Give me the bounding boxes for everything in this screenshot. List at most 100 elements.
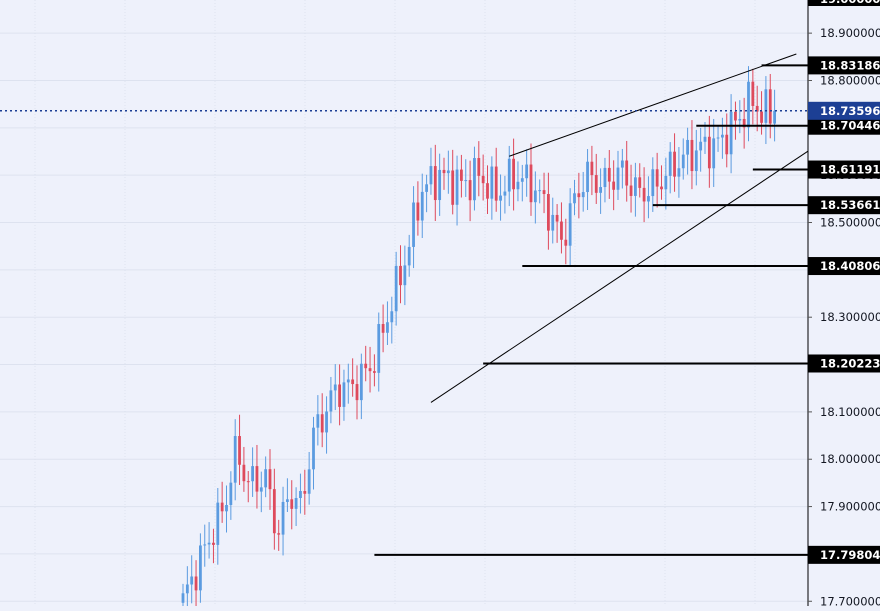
current-price-label: 18.735960 <box>820 104 880 118</box>
candle-down <box>460 169 463 181</box>
candle-up <box>516 181 520 190</box>
candle-up <box>499 195 502 201</box>
candle-up <box>307 469 311 494</box>
candle-down <box>212 542 215 545</box>
candle-down <box>638 177 642 188</box>
candle-up <box>342 382 346 407</box>
candle-up <box>721 134 724 138</box>
candle-down <box>238 436 241 465</box>
candle-down <box>734 111 737 121</box>
candle-down <box>481 175 485 184</box>
candle-down <box>768 89 772 124</box>
candle-up <box>507 158 511 192</box>
candle-up <box>281 501 285 535</box>
candle-down <box>303 491 307 494</box>
candle-up <box>664 175 668 190</box>
candle-down <box>629 185 633 196</box>
candle-up <box>425 184 428 192</box>
candle-down <box>725 134 729 155</box>
candle-up <box>473 158 476 201</box>
candle-up <box>185 584 189 594</box>
level-label-box <box>808 160 880 179</box>
candle-up <box>620 160 624 168</box>
y-tick-label: 18.300000 <box>820 310 880 324</box>
level-label-box <box>808 56 880 75</box>
candle-up <box>394 265 398 312</box>
level-label-box <box>808 116 880 135</box>
candle-down <box>577 193 581 198</box>
candle-down <box>268 469 272 490</box>
candle-up <box>199 545 202 591</box>
trendline-lower[interactable] <box>430 143 819 403</box>
candle-up <box>573 193 576 204</box>
price-axis[interactable]: 17.70000017.80000017.90000018.00000018.1… <box>807 0 880 608</box>
candle-up <box>634 177 637 196</box>
candle-down <box>555 214 559 222</box>
candle-up <box>386 322 389 333</box>
candle-up <box>503 191 507 196</box>
candle-up <box>346 379 350 383</box>
candle-up <box>329 390 333 412</box>
candle-down <box>751 81 755 106</box>
level-label: 18.536618 <box>820 198 880 212</box>
y-tick-label: 18.000000 <box>820 452 880 466</box>
level-label: 18.202233 <box>820 356 880 370</box>
level-label-box <box>808 545 880 564</box>
candle-down <box>494 166 498 201</box>
candle-down <box>547 194 550 231</box>
candle-down <box>742 118 746 128</box>
grid-layer <box>0 0 808 606</box>
candle-up <box>616 167 620 190</box>
candle-down <box>655 169 659 187</box>
candle-up <box>603 167 607 188</box>
candle-up <box>686 139 689 155</box>
candle-down <box>468 180 472 201</box>
y-tick-label: 18.900000 <box>820 26 880 40</box>
candle-down <box>486 183 489 199</box>
candle-down <box>512 158 515 190</box>
level-label: 18.408065 <box>820 259 880 273</box>
candle-down <box>451 170 455 205</box>
candle-up <box>668 151 672 176</box>
candle-up <box>773 110 776 124</box>
candle-up <box>390 311 394 323</box>
candle-down <box>242 464 246 482</box>
candle-up <box>359 363 363 401</box>
level-label-box <box>808 257 880 276</box>
candle-up <box>568 203 572 246</box>
candle-down <box>246 481 250 483</box>
candle-up <box>438 169 442 201</box>
candle-up <box>203 544 207 546</box>
top-partial-label: 19.000000 <box>820 0 880 6</box>
candle-up <box>207 542 211 545</box>
candle-down <box>338 384 341 407</box>
candle-up <box>190 576 194 585</box>
candle-up <box>533 190 537 203</box>
candle-up <box>325 411 328 433</box>
candle-down <box>607 167 611 182</box>
candle-up <box>581 192 585 198</box>
trendlines-layer <box>430 53 819 403</box>
candle-up <box>747 81 750 128</box>
candle-up <box>312 427 315 470</box>
y-tick-label: 18.100000 <box>820 405 880 419</box>
candle-up <box>294 498 298 509</box>
y-tick-label: 18.500000 <box>820 216 880 230</box>
candle-up <box>551 214 555 231</box>
candle-down <box>477 158 481 176</box>
candle-up <box>299 491 302 499</box>
candle-up <box>525 164 529 179</box>
level-label: 18.611917 <box>820 163 880 177</box>
candles-layer <box>181 66 776 611</box>
candle-down <box>529 164 533 203</box>
candle-up <box>264 469 268 488</box>
trendline-upper[interactable] <box>509 53 797 157</box>
candle-up <box>464 180 468 182</box>
level-label: 18.704469 <box>820 119 880 133</box>
candle-down <box>416 202 420 221</box>
candle-up <box>490 166 494 199</box>
candle-down <box>320 414 324 433</box>
candle-down <box>564 239 568 246</box>
